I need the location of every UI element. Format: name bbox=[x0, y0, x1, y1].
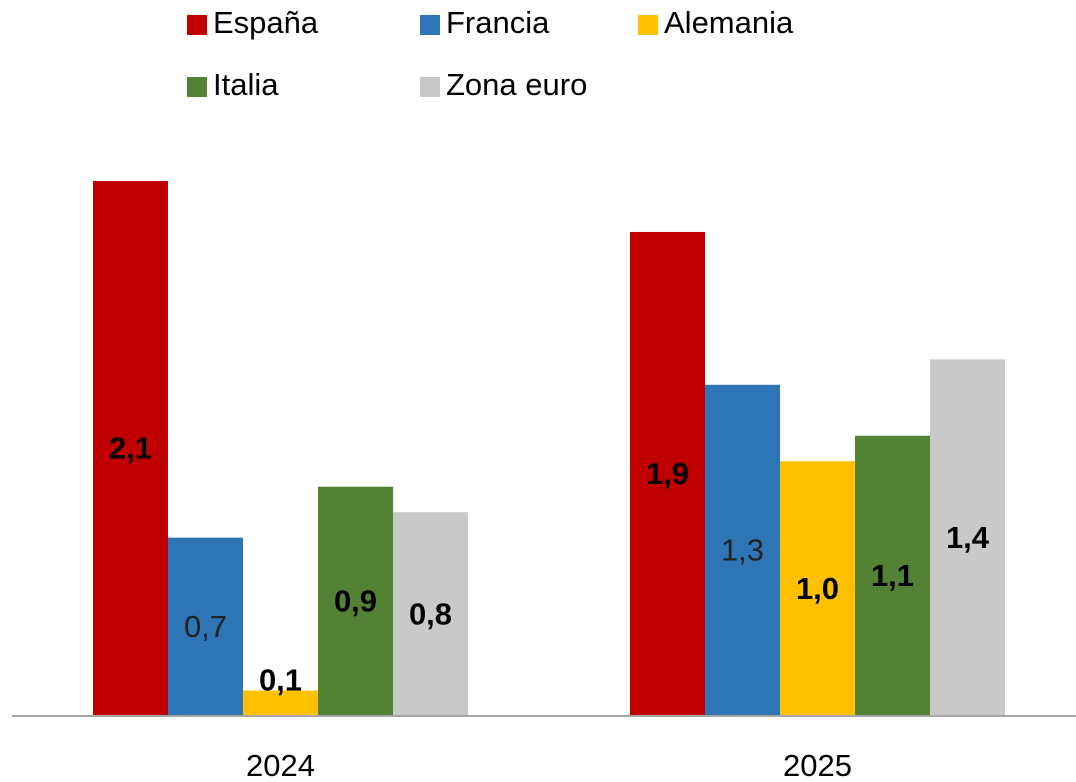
bar bbox=[393, 512, 468, 716]
bar bbox=[855, 435, 930, 716]
legend-label: Zona euro bbox=[446, 67, 587, 102]
data-label: 0,8 bbox=[409, 596, 452, 631]
x-tick-label: 2024 bbox=[246, 748, 315, 782]
data-label: 0,1 bbox=[259, 663, 302, 698]
legend-label: Alemania bbox=[664, 5, 794, 40]
legend-label: Italia bbox=[213, 67, 279, 102]
legend-swatch bbox=[187, 77, 207, 97]
data-label: 1,1 bbox=[871, 558, 914, 593]
legend-swatch bbox=[420, 15, 440, 35]
data-label: 2,1 bbox=[109, 431, 152, 466]
legend-swatch bbox=[420, 77, 440, 97]
legend-swatch bbox=[187, 15, 207, 35]
bar bbox=[780, 461, 855, 716]
bar bbox=[630, 231, 705, 716]
bar bbox=[705, 384, 780, 716]
data-label: 1,9 bbox=[646, 456, 689, 491]
x-tick-label: 2025 bbox=[783, 748, 852, 782]
data-label: 1,3 bbox=[721, 533, 764, 568]
legend-swatch bbox=[638, 15, 658, 35]
data-label: 1,4 bbox=[946, 520, 990, 555]
data-label: 0,9 bbox=[334, 584, 377, 619]
legend-label: España bbox=[213, 5, 319, 40]
bar bbox=[168, 537, 243, 716]
data-label: 1,0 bbox=[796, 571, 839, 606]
legend-label: Francia bbox=[446, 5, 550, 40]
bar bbox=[318, 486, 393, 716]
bar bbox=[930, 359, 1005, 716]
bar bbox=[243, 690, 318, 716]
bar bbox=[93, 181, 168, 716]
data-label: 0,7 bbox=[184, 609, 227, 644]
